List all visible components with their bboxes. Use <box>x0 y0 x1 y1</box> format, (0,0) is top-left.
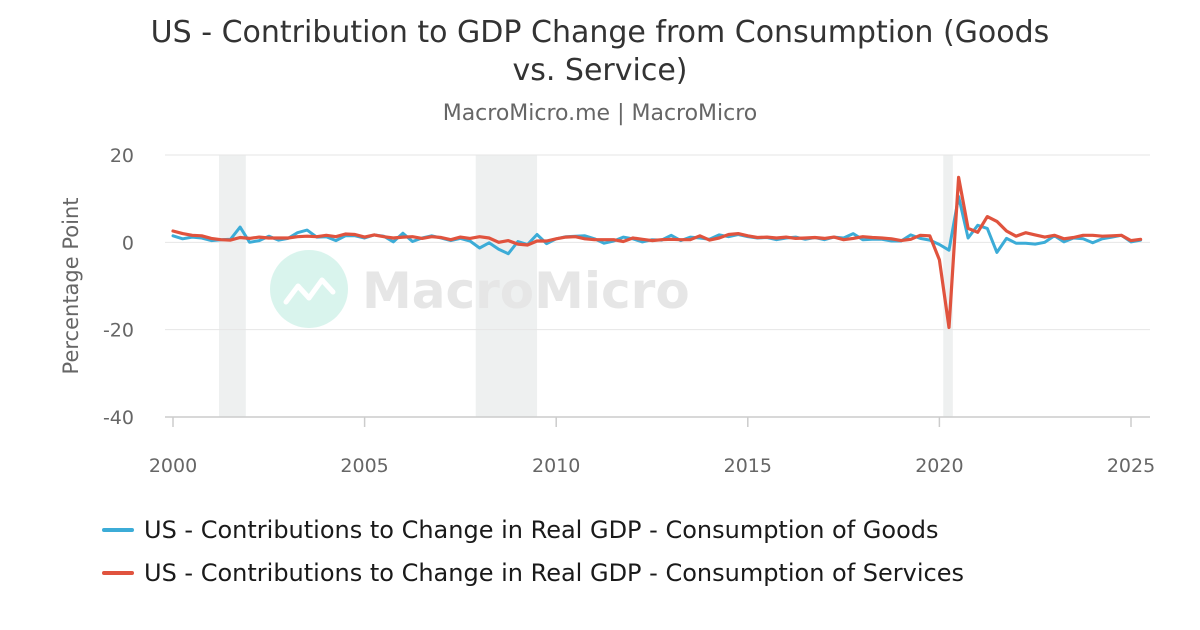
watermark-logo-mark <box>283 277 336 305</box>
y-axis: 20 0 -20 -40 <box>103 145 134 429</box>
series-line-services <box>171 175 1143 330</box>
y-tick-label-20: 20 <box>110 145 134 167</box>
recession-band-2 <box>943 155 953 417</box>
chart-title-line-2: vs. Service) <box>512 53 688 88</box>
chart-subtitle: MacroMicro.me | MacroMicro <box>442 101 758 126</box>
legend-label-goods: US - Contributions to Change in Real GDP… <box>144 515 939 544</box>
x-tick-label-2025: 2025 <box>1107 455 1155 477</box>
y-axis-label: Percentage Point <box>59 198 83 375</box>
watermark-logo-icon <box>270 250 348 328</box>
line-chart: MacroMicro 2000 2005 2010 2015 2020 2025 20 0 -… <box>59 145 1155 477</box>
series-line-goods <box>171 195 1143 256</box>
y-tick-label-0: 0 <box>122 232 134 254</box>
x-tick-label-2020: 2020 <box>915 455 963 477</box>
recession-band-1 <box>475 155 538 417</box>
x-tick-label-2000: 2000 <box>149 455 197 477</box>
legend-swatch-services <box>102 570 134 575</box>
legend-item-services[interactable]: US - Contributions to Change in Real GDP… <box>102 551 964 594</box>
y-tick-label--40: -40 <box>103 407 134 429</box>
legend: US - Contributions to Change in Real GDP… <box>102 508 964 594</box>
legend-swatch-goods <box>102 527 134 532</box>
y-tick-label--20: -20 <box>103 320 134 342</box>
x-axis: 2000 2005 2010 2015 2020 2025 <box>149 416 1155 477</box>
recession-band-0 <box>218 155 246 417</box>
watermark-text: MacroMicro <box>362 262 690 320</box>
recession-bands <box>218 155 953 417</box>
x-tick-label-2010: 2010 <box>532 455 580 477</box>
legend-item-goods[interactable]: US - Contributions to Change in Real GDP… <box>102 508 964 551</box>
x-tick-label-2015: 2015 <box>724 455 772 477</box>
chart-title-line-1: US - Contribution to GDP Change from Con… <box>150 15 1050 50</box>
series-lines <box>171 175 1143 330</box>
chart-title: US - Contribution to GDP Change from Con… <box>0 14 1200 90</box>
x-tick-label-2005: 2005 <box>340 455 388 477</box>
gridlines <box>165 154 1150 331</box>
watermark: MacroMicro <box>270 250 690 328</box>
legend-label-services: US - Contributions to Change in Real GDP… <box>144 558 964 587</box>
